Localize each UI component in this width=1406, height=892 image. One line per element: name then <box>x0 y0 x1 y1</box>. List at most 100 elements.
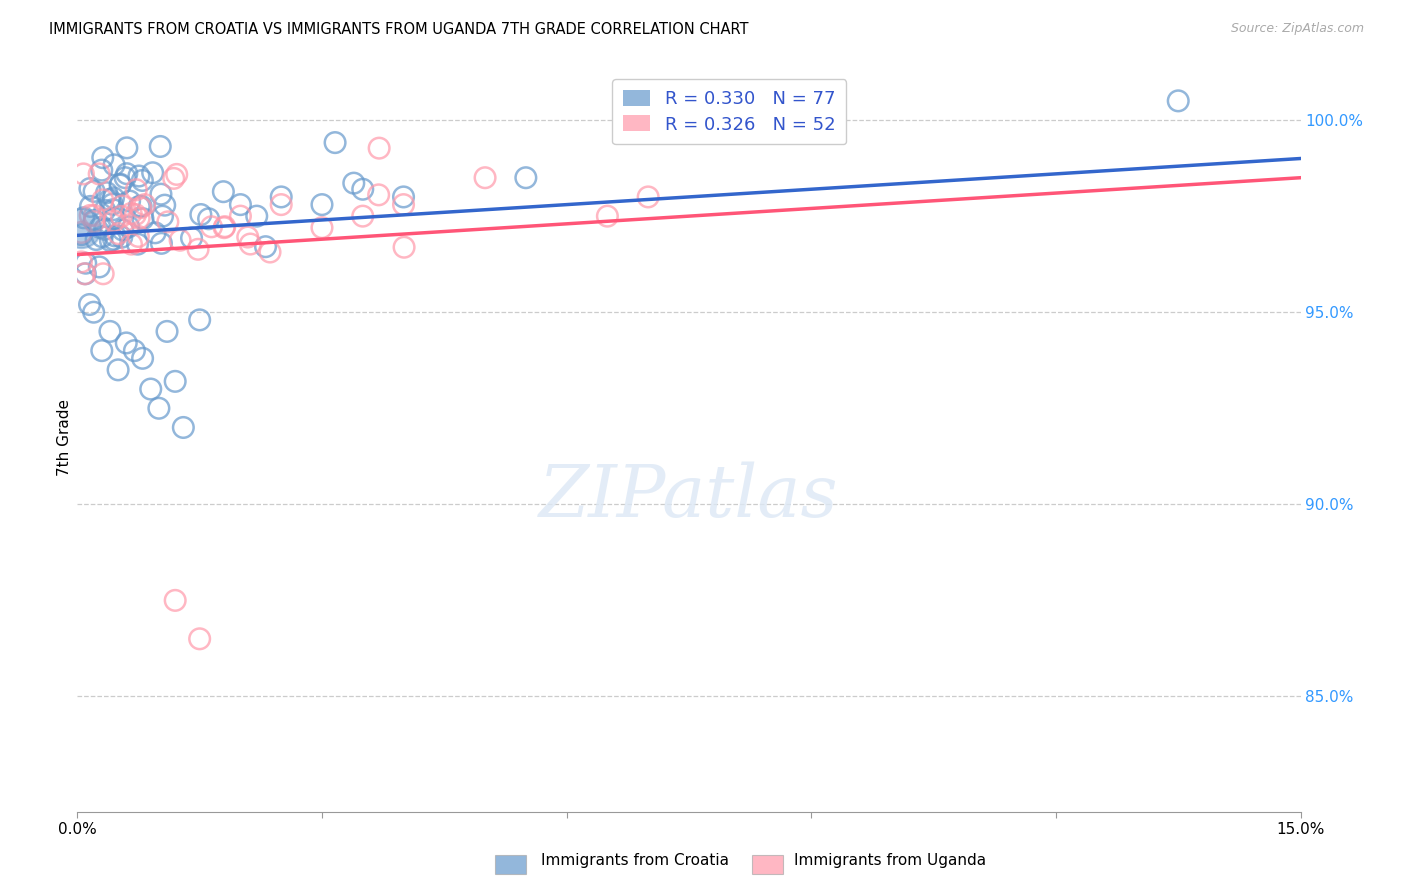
Point <box>132 211 155 226</box>
Point <box>596 209 619 223</box>
Point <box>156 325 179 339</box>
Point <box>96 186 118 200</box>
Point <box>392 240 415 254</box>
Text: ZIPatlas: ZIPatlas <box>538 462 839 533</box>
Point <box>188 313 211 327</box>
Point <box>392 190 415 204</box>
Point <box>166 168 188 182</box>
Point <box>131 173 153 187</box>
Point <box>169 233 191 247</box>
Point <box>89 260 111 274</box>
Point <box>89 220 111 235</box>
Point <box>128 169 150 183</box>
Legend: R = 0.330   N = 77, R = 0.326   N = 52: R = 0.330 N = 77, R = 0.326 N = 52 <box>613 79 846 145</box>
Point <box>254 240 277 254</box>
Point <box>70 227 93 242</box>
Point <box>83 185 105 199</box>
Point <box>311 197 333 211</box>
Point <box>180 231 202 245</box>
Point <box>270 197 292 211</box>
Point <box>83 213 105 227</box>
Point <box>118 194 141 208</box>
Point <box>515 170 537 185</box>
Point <box>188 632 211 646</box>
Y-axis label: 7th Grade: 7th Grade <box>56 399 72 475</box>
Point <box>84 233 107 247</box>
Point <box>156 215 179 229</box>
Point <box>103 232 125 246</box>
Point <box>104 228 127 243</box>
Point <box>474 170 496 185</box>
Point <box>128 199 150 213</box>
Point <box>100 234 122 248</box>
Point <box>165 375 187 389</box>
Point <box>103 214 125 228</box>
Point <box>89 167 111 181</box>
Point <box>270 190 292 204</box>
Point <box>114 170 136 185</box>
Point <box>143 226 166 240</box>
Point <box>79 297 101 311</box>
Bar <box>752 855 783 874</box>
Point <box>352 209 374 223</box>
Point <box>190 208 212 222</box>
Point <box>212 220 235 235</box>
Point <box>149 139 172 153</box>
Point <box>98 325 121 339</box>
Point <box>72 211 94 225</box>
Point <box>229 197 252 211</box>
Point <box>72 167 94 181</box>
Text: Source: ZipAtlas.com: Source: ZipAtlas.com <box>1230 22 1364 36</box>
Text: Immigrants from Uganda: Immigrants from Uganda <box>794 853 987 868</box>
Point <box>91 229 114 244</box>
Point <box>94 203 117 218</box>
Point <box>103 191 125 205</box>
Point <box>91 151 114 165</box>
Point <box>120 206 142 220</box>
Point <box>149 187 172 202</box>
Point <box>163 171 186 186</box>
Point <box>73 267 96 281</box>
Point <box>200 219 222 234</box>
Point <box>83 305 105 319</box>
Point <box>139 382 162 396</box>
Text: Immigrants from Croatia: Immigrants from Croatia <box>541 853 730 868</box>
Point <box>118 219 141 234</box>
Point <box>108 178 131 192</box>
Point <box>75 267 97 281</box>
Point <box>111 199 134 213</box>
Point <box>79 181 101 195</box>
Point <box>142 166 165 180</box>
Point <box>120 237 142 252</box>
Point <box>103 211 125 226</box>
Point <box>343 176 366 190</box>
Point <box>107 227 129 241</box>
Point <box>214 219 236 234</box>
Point <box>115 335 138 350</box>
Point <box>124 343 146 358</box>
Point <box>246 209 269 223</box>
Point <box>367 187 389 202</box>
Point <box>91 193 114 207</box>
Point <box>131 351 153 366</box>
Point <box>153 198 176 212</box>
Point <box>70 255 93 269</box>
Point <box>311 220 333 235</box>
Text: IMMIGRANTS FROM CROATIA VS IMMIGRANTS FROM UGANDA 7TH GRADE CORRELATION CHART: IMMIGRANTS FROM CROATIA VS IMMIGRANTS FR… <box>49 22 749 37</box>
Point <box>129 201 152 215</box>
Point <box>129 199 152 213</box>
Point <box>110 210 132 224</box>
Point <box>134 197 156 211</box>
Point <box>352 182 374 196</box>
Point <box>115 141 138 155</box>
Point <box>150 236 173 251</box>
Point <box>70 220 93 235</box>
Point <box>212 185 235 199</box>
Point <box>392 197 415 211</box>
Point <box>1167 94 1189 108</box>
Point <box>79 199 101 213</box>
Point <box>259 245 281 260</box>
Point <box>323 136 346 150</box>
Point <box>93 222 115 236</box>
Point <box>165 593 187 607</box>
